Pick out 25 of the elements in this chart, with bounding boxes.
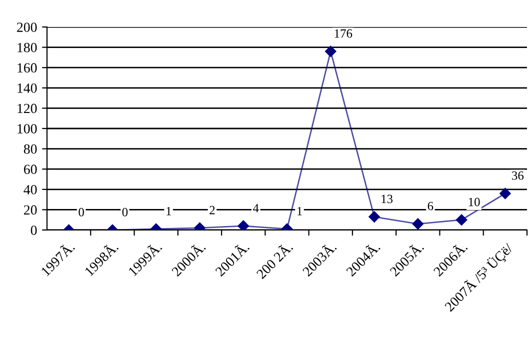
data-label: 0 [78,208,84,216]
data-label: 0 [122,208,128,216]
data-label: 13 [382,194,393,204]
data-label: 1 [297,206,302,216]
data-label: 6 [428,202,434,210]
y-tick-label: 160 [18,63,37,73]
data-label: 10 [468,198,480,206]
y-tick-label: 200 [17,22,37,32]
y-tick-label: 40 [24,184,37,194]
y-tick-label: 0 [30,226,37,235]
y-tick-label: 20 [24,205,37,215]
x-tick-label: 200 2Ã. [254,240,294,280]
data-label: 1 [166,206,171,216]
point [325,46,336,57]
y-tick-label: 100 [18,124,37,134]
y-tick-label: 80 [24,144,37,154]
y-tick-label: 140 [18,83,37,93]
point [238,220,249,230]
y-tick-label: 60 [24,164,37,174]
data-label: 2 [210,206,215,214]
data-label: 176 [334,29,352,38]
data-label: 4 [252,204,259,212]
y-tick-label: 180 [18,42,37,52]
y-tick-label: 120 [18,104,37,114]
data-label: 36 [512,171,524,180]
